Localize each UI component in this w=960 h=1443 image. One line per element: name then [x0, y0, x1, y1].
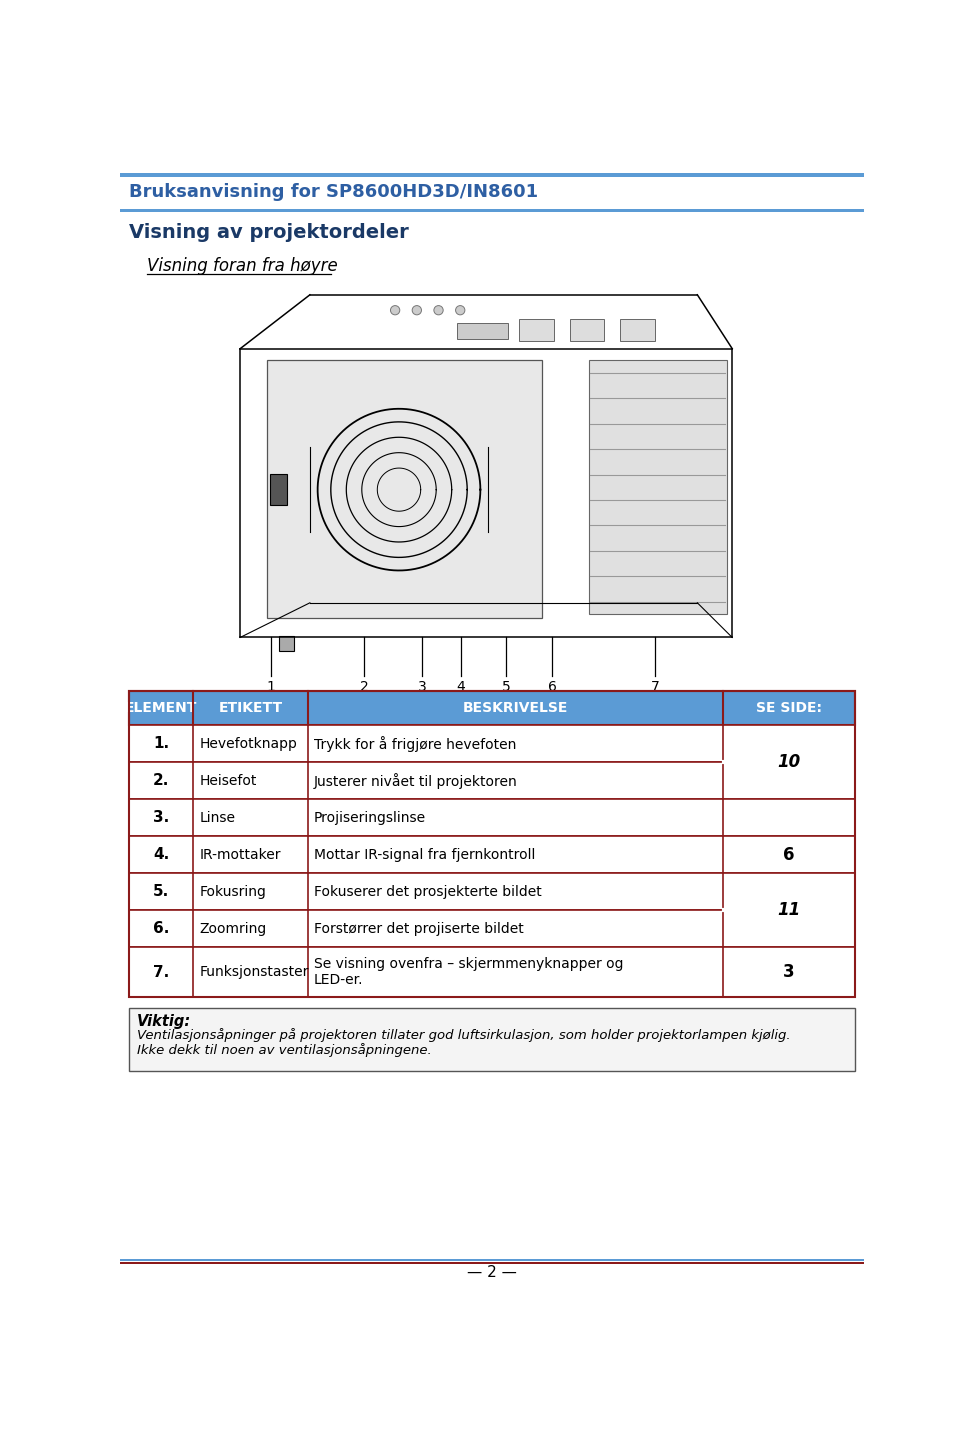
Circle shape [456, 306, 465, 315]
Text: Hevefotknapp: Hevefotknapp [200, 737, 298, 750]
Bar [457, 323, 508, 339]
Text: 3: 3 [418, 680, 426, 694]
Text: Forstørrer det projiserte bildet: Forstørrer det projiserte bildet [314, 922, 524, 935]
Bar [130, 726, 854, 762]
Text: Ikke dekk til noen av ventilasjonsåpningene.: Ikke dekk til noen av ventilasjonsåpning… [137, 1043, 432, 1058]
Text: 6: 6 [548, 680, 557, 694]
Bar [130, 691, 854, 726]
Text: Fokuserer det prosjekterte bildet: Fokuserer det prosjekterte bildet [314, 885, 541, 899]
Text: 6: 6 [783, 846, 795, 863]
Bar [519, 319, 554, 341]
Text: Linse: Linse [200, 811, 235, 824]
Text: 2: 2 [360, 680, 369, 694]
Bar [120, 1263, 864, 1264]
Text: 3: 3 [782, 962, 795, 981]
Bar [130, 873, 854, 911]
Text: 5.: 5. [153, 885, 169, 899]
Text: ELEMENT: ELEMENT [125, 701, 198, 716]
Text: Visning foran fra høyre: Visning foran fra høyre [147, 257, 338, 274]
Text: 4.: 4. [153, 847, 169, 861]
Bar [267, 361, 542, 618]
Bar [130, 799, 854, 835]
Text: Mottar IR-signal fra fjernkontroll: Mottar IR-signal fra fjernkontroll [314, 847, 536, 861]
Text: Fokusring: Fokusring [200, 885, 266, 899]
Circle shape [391, 306, 399, 315]
Text: Ventilasjonsåpninger på projektoren tillater god luftsirkulasjon, som holder pro: Ventilasjonsåpninger på projektoren till… [137, 1027, 791, 1042]
Text: Visning av projektordeler: Visning av projektordeler [130, 224, 409, 242]
Text: Justerer nivået til projektoren: Justerer nivået til projektoren [314, 772, 517, 789]
Bar [130, 835, 854, 873]
Text: 7: 7 [650, 680, 660, 694]
Bar [130, 1007, 854, 1071]
Text: Heisefot: Heisefot [200, 773, 256, 788]
Bar [120, 209, 864, 212]
Text: 5: 5 [501, 680, 511, 694]
Text: SE SIDE:: SE SIDE: [756, 701, 822, 716]
Text: 3.: 3. [153, 810, 169, 825]
Bar [130, 691, 854, 997]
Text: Projiseringslinse: Projiseringslinse [314, 811, 426, 824]
Text: Se visning ovenfra – skjermmenyknapper og
LED-er.: Se visning ovenfra – skjermmenyknapper o… [314, 957, 623, 987]
Text: 7.: 7. [153, 964, 169, 980]
Text: Zoomring: Zoomring [200, 922, 267, 935]
Text: 2.: 2. [153, 773, 169, 788]
Bar [130, 911, 854, 947]
Bar [278, 636, 295, 651]
Bar [120, 173, 864, 177]
Bar [569, 319, 605, 341]
Bar [130, 762, 854, 799]
Text: BESKRIVELSE: BESKRIVELSE [463, 701, 568, 716]
Text: 1.: 1. [154, 736, 169, 752]
Text: Bruksanvisning for SP8600HD3D/IN8601: Bruksanvisning for SP8600HD3D/IN8601 [130, 183, 539, 202]
Text: 4: 4 [457, 680, 466, 694]
Bar [588, 361, 727, 615]
Bar [270, 475, 287, 505]
Text: 10: 10 [777, 753, 801, 771]
Text: Trykk for å frigjøre hevefoten: Trykk for å frigjøre hevefoten [314, 736, 516, 752]
Text: 1: 1 [267, 680, 276, 694]
Text: 11: 11 [777, 900, 801, 919]
Circle shape [434, 306, 444, 315]
Bar [120, 1258, 864, 1261]
Circle shape [412, 306, 421, 315]
Text: — 2 —: — 2 — [468, 1266, 516, 1280]
Text: 6.: 6. [153, 921, 169, 937]
Text: IR-mottaker: IR-mottaker [200, 847, 281, 861]
Text: Viktig:: Viktig: [137, 1014, 191, 1029]
Text: ETIKETT: ETIKETT [218, 701, 282, 716]
Bar [130, 947, 854, 997]
Text: Funksjonstaster: Funksjonstaster [200, 965, 309, 978]
Bar [620, 319, 655, 341]
